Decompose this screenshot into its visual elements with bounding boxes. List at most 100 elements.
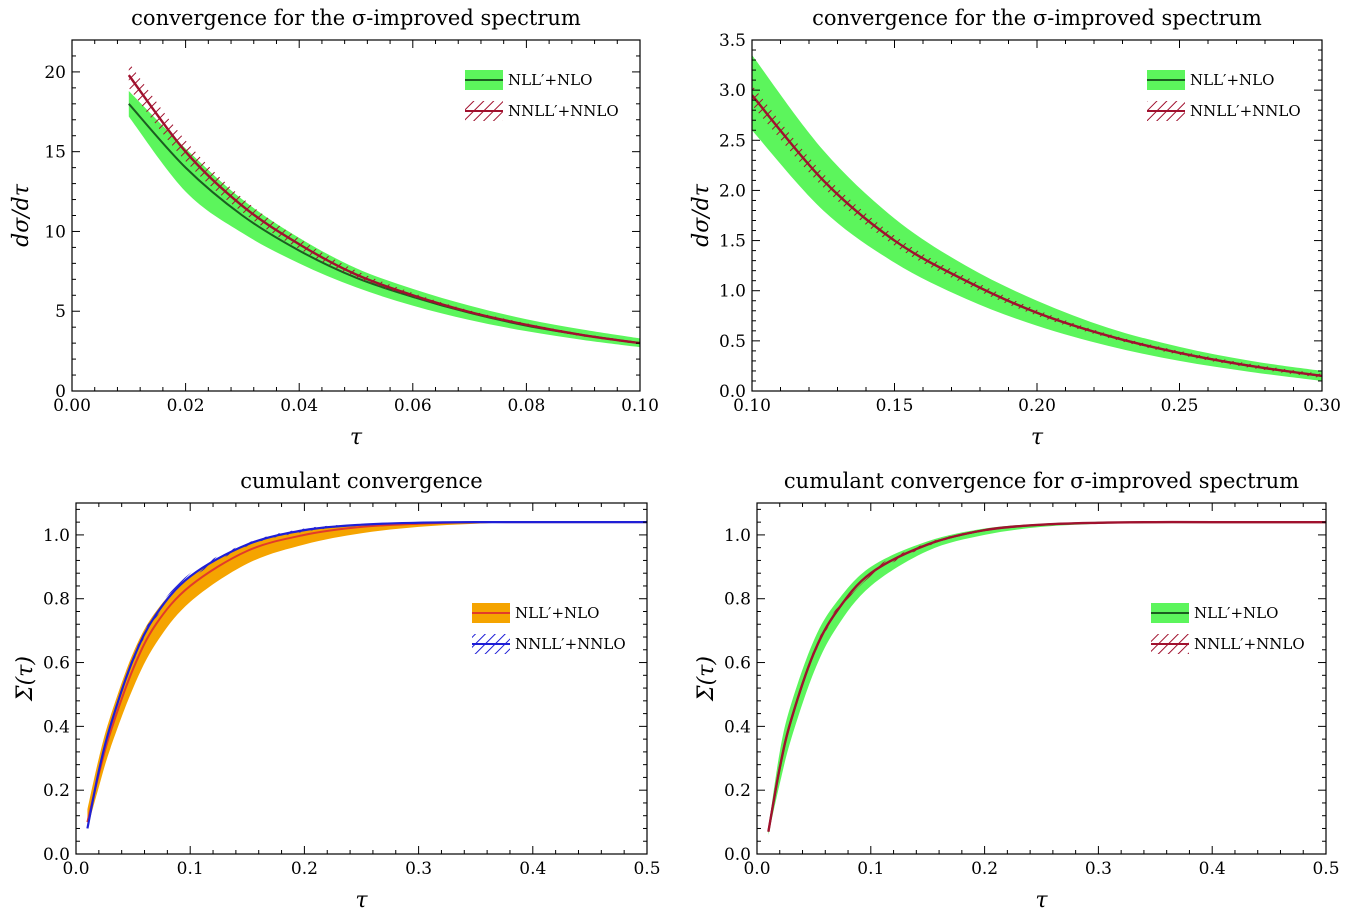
legend-entry-0: NLL′+NLO	[1147, 70, 1274, 90]
legend-entry-1: NNLL′+NNLO	[465, 101, 619, 121]
x-axis-label: τ	[1035, 888, 1048, 913]
y-tick-label: 3.0	[719, 81, 746, 101]
y-tick-label: 1.0	[43, 526, 70, 546]
series-group	[127, 62, 640, 348]
band-1	[752, 85, 1322, 378]
y-axis-label: dσ/dτ	[9, 183, 34, 247]
x-tick-label: 0.25	[1161, 396, 1199, 416]
y-tick-label: 20	[44, 63, 66, 83]
series-line-0	[128, 103, 640, 345]
legend-entry-1: NNLL′+NNLO	[1151, 634, 1305, 654]
x-tick-label: 0.00	[53, 396, 91, 416]
chart-title: cumulant convergence for σ-improved spec…	[784, 469, 1299, 493]
panel-cumulant-sigma-improved: cumulant convergence for σ-improved spec…	[694, 469, 1340, 913]
y-tick-label: 0.6	[724, 654, 751, 674]
x-tick-label: 0.08	[507, 396, 545, 416]
x-tick-label: 0.30	[1303, 396, 1341, 416]
series-group	[86, 521, 647, 832]
chart-title: convergence for the σ-improved spectrum	[131, 6, 581, 30]
band-0	[128, 91, 640, 348]
y-tick-label: 0	[55, 382, 66, 402]
legend-entry-0: NLL′+NLO	[465, 70, 592, 90]
plot-frame	[71, 39, 641, 392]
band-0	[768, 522, 1326, 835]
legend-label: NNLL′+NNLO	[515, 635, 626, 653]
legend-entry-0: NLL′+NLO	[472, 603, 599, 623]
band-1	[768, 522, 1326, 834]
x-tick-label: 0.3	[405, 859, 432, 879]
series-group	[767, 520, 1326, 835]
legend-label: NLL′+NLO	[515, 604, 599, 622]
y-axis-label: Σ(τ)	[694, 656, 719, 702]
y-tick-label: 0.0	[719, 382, 746, 402]
legend-entry-1: NNLL′+NNLO	[1147, 101, 1301, 121]
y-tick-label: 0.8	[43, 590, 70, 610]
x-tick-label: 0.10	[733, 396, 771, 416]
x-tick-label: 0.02	[167, 396, 205, 416]
y-tick-label: 0.2	[724, 781, 751, 801]
series-line-1	[127, 74, 640, 345]
x-tick-label: 0.1	[177, 859, 204, 879]
legend-entry-0: NLL′+NLO	[1151, 603, 1278, 623]
chart-title: cumulant convergence	[240, 469, 482, 493]
y-tick-label: 0.0	[43, 845, 70, 865]
x-tick-label: 0.1	[857, 859, 884, 879]
y-axis-label: Σ(τ)	[13, 656, 38, 702]
x-tick-label: 0.2	[971, 859, 998, 879]
y-tick-label: 10	[44, 222, 66, 242]
panel-spectrum-high-tau: convergence for the σ-improved spectrum 0…	[689, 6, 1341, 450]
y-tick-label: 3.5	[719, 31, 746, 51]
legend-label: NNLL′+NNLO	[508, 102, 619, 120]
x-tick-label: 0.06	[394, 396, 432, 416]
legend-label: NNLL′+NNLO	[1194, 635, 1305, 653]
y-tick-label: 2.0	[719, 181, 746, 201]
band-1	[87, 522, 647, 832]
y-tick-label: 0.6	[43, 654, 70, 674]
x-tick-label: 0.4	[519, 859, 546, 879]
x-tick-label: 0.5	[1312, 859, 1339, 879]
y-tick-label: 0.5	[719, 332, 746, 352]
chart-title: convergence for the σ-improved spectrum	[812, 6, 1262, 30]
series-line-0	[767, 521, 1326, 832]
x-axis-label: τ	[355, 888, 368, 913]
panel-spectrum-low-tau: convergence for the σ-improved spectrum 0…	[9, 6, 659, 450]
x-tick-label: 0.20	[1018, 396, 1056, 416]
y-tick-label: 0.4	[724, 717, 751, 737]
series-line-1	[767, 520, 1326, 832]
x-axis-label: τ	[350, 425, 363, 450]
y-tick-label: 1.0	[719, 282, 746, 302]
x-tick-label: 0.0	[743, 859, 770, 879]
y-tick-label: 0.2	[43, 781, 70, 801]
y-axis-label: dσ/dτ	[689, 183, 714, 247]
y-tick-label: 15	[44, 143, 66, 163]
y-tick-label: 2.5	[719, 131, 746, 151]
y-tick-label: 1.0	[724, 526, 751, 546]
x-tick-label: 0.0	[62, 859, 89, 879]
band-1	[128, 62, 640, 345]
series-line-1	[752, 94, 1322, 378]
x-tick-label: 0.5	[633, 859, 660, 879]
legend-label: NLL′+NLO	[1190, 71, 1274, 89]
plot-frame	[75, 502, 648, 855]
series-line-0	[86, 521, 647, 823]
x-tick-label: 0.4	[1199, 859, 1226, 879]
x-tick-label: 0.04	[280, 396, 318, 416]
legend-label: NLL′+NLO	[1194, 604, 1278, 622]
y-tick-label: 0.0	[724, 845, 751, 865]
panel-cumulant: cumulant convergence 0.0 0.1 0.2 0.3 0.4 0.5 0.…	[13, 469, 661, 913]
legend-label: NNLL′+NNLO	[1190, 102, 1301, 120]
y-tick-label: 5	[55, 302, 66, 322]
x-tick-label: 0.2	[291, 859, 318, 879]
x-axis-label: τ	[1031, 425, 1044, 450]
y-tick-label: 1.5	[719, 232, 746, 252]
plot-frame	[756, 502, 1327, 855]
x-tick-label: 0.15	[876, 396, 914, 416]
y-tick-label: 0.8	[724, 590, 751, 610]
band-0	[87, 522, 647, 829]
legend-label: NLL′+NLO	[508, 71, 592, 89]
y-tick-label: 0.4	[43, 717, 70, 737]
x-tick-label: 0.3	[1085, 859, 1112, 879]
series-group	[752, 55, 1322, 381]
series-line-1	[86, 521, 647, 829]
